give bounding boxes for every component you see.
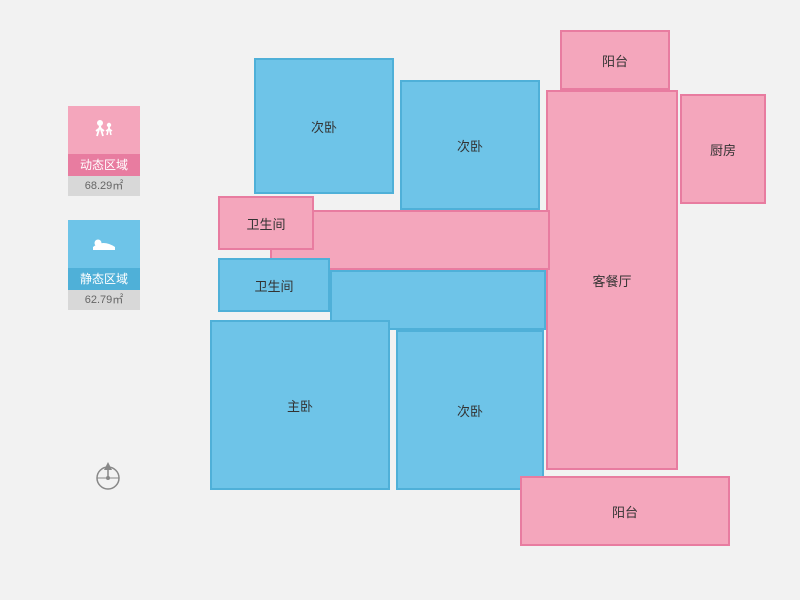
room-bedroom2-a: 次卧 xyxy=(254,58,394,194)
room-balcony-top: 阳台 xyxy=(560,30,670,90)
legend: 动态区域 68.29㎡ 静态区域 62.79㎡ xyxy=(68,106,140,334)
sleep-icon xyxy=(68,220,140,268)
legend-dynamic-title: 动态区域 xyxy=(68,154,140,176)
legend-static: 静态区域 62.79㎡ xyxy=(68,220,140,310)
compass-icon xyxy=(90,458,126,494)
room-balcony-bot: 阳台 xyxy=(520,476,730,546)
room-master: 主卧 xyxy=(210,320,390,490)
room-bath2: 卫生间 xyxy=(218,258,330,312)
room-living: 客餐厅 xyxy=(546,90,678,470)
legend-static-title: 静态区域 xyxy=(68,268,140,290)
room-bedroom2-c: 次卧 xyxy=(396,330,544,490)
legend-dynamic-value: 68.29㎡ xyxy=(68,176,140,196)
people-icon xyxy=(68,106,140,154)
room-kitchen: 厨房 xyxy=(680,94,766,204)
legend-static-value: 62.79㎡ xyxy=(68,290,140,310)
room-bedroom2-b: 次卧 xyxy=(400,80,540,210)
legend-dynamic: 动态区域 68.29㎡ xyxy=(68,106,140,196)
floor-plan: 阳台次卧次卧厨房客餐厅卫生间卫生间主卧次卧阳台 xyxy=(210,30,770,570)
room-bath1: 卫生间 xyxy=(218,196,314,250)
